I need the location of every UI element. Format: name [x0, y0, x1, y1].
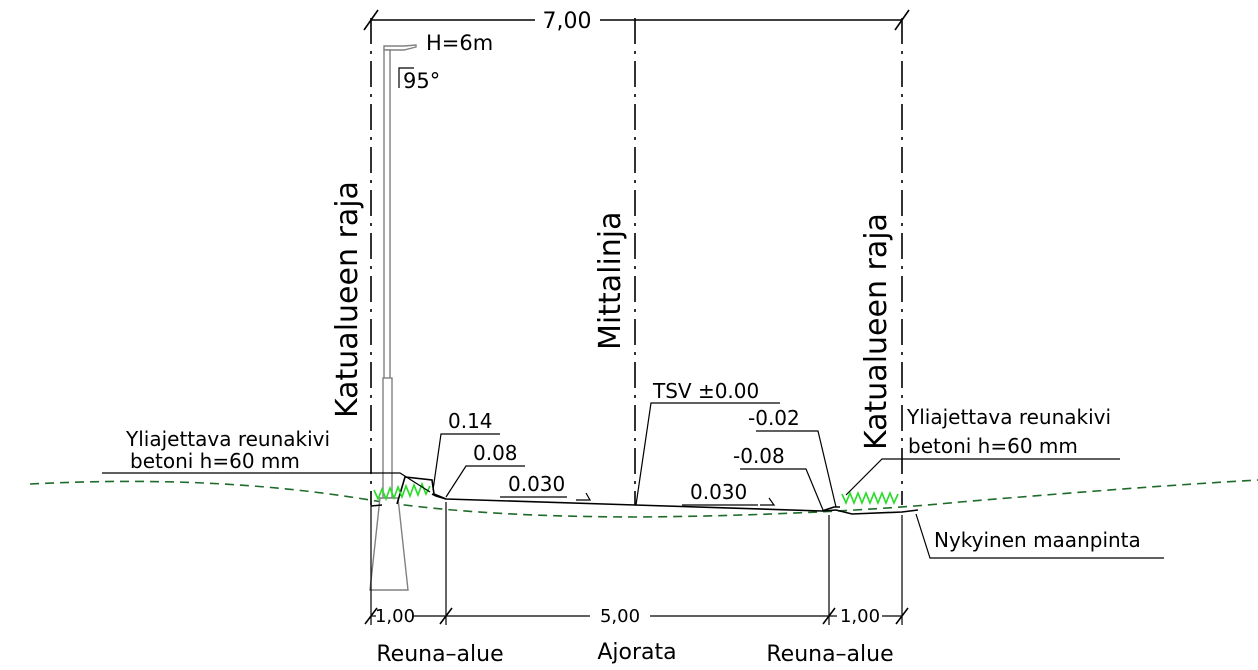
- left-verge-label: Reuna–alue: [376, 642, 503, 667]
- left-verge-width: 1,00: [375, 606, 415, 627]
- left-curb-top-leader: [432, 433, 500, 491]
- existing-ground-line: [29, 479, 1258, 518]
- road-surface-line: [370, 476, 919, 515]
- right-boundary-label: Katualueen raja: [859, 213, 894, 450]
- left-curb: [431, 493, 447, 500]
- left-slope-label: 0.030: [508, 472, 565, 496]
- right-curb-top-level: -0.02: [748, 406, 800, 430]
- right-curb-top-leader: [756, 430, 837, 508]
- right-verge-width: 1,00: [840, 606, 880, 627]
- left-curb-label-line1: Yliajettava reunakivi: [125, 427, 330, 451]
- left-curb-label-line2: betoni h=60 mm: [130, 449, 300, 473]
- pole-height-label: H=6m: [426, 31, 493, 55]
- left-slope-arrow: [576, 492, 592, 501]
- right-slope-arrow: [760, 497, 776, 506]
- right-curb-leader: [845, 458, 1120, 496]
- left-grass: [373, 481, 431, 502]
- right-slope-label: 0.030: [690, 480, 747, 504]
- right-curb-bottom-leader: [740, 468, 824, 511]
- right-grass: [841, 490, 899, 506]
- centre-line-label: Mittalinja: [593, 211, 628, 350]
- right-curb-label-line1: Yliajettava reunakivi: [906, 405, 1111, 429]
- total-width-dimension: 7,00: [363, 9, 910, 34]
- left-curb-top-level: 0.14: [448, 409, 493, 433]
- right-curb-bottom-level: -0.08: [733, 444, 785, 468]
- centre-level-leader: [635, 402, 780, 506]
- existing-ground-leader: [915, 513, 1164, 559]
- carriageway-label: Ajorata: [597, 640, 676, 665]
- lamp-post: [369, 44, 417, 591]
- carriageway-width: 5,00: [600, 606, 640, 627]
- centre-level-label: TSV ±0.00: [652, 379, 759, 403]
- right-curb: [821, 506, 840, 512]
- left-curb-leader: [102, 472, 431, 493]
- angle-symbol: [398, 67, 414, 88]
- total-width-label: 7,00: [543, 9, 592, 34]
- pole-angle-label: 95°: [403, 69, 440, 93]
- left-boundary-label: Katualueen raja: [330, 181, 365, 418]
- right-verge-label: Reuna–alue: [766, 642, 893, 667]
- bottom-dimension-chain: 1,00 5,00 1,00: [364, 502, 909, 627]
- existing-ground-label: Nykyinen maanpinta: [934, 528, 1141, 552]
- right-curb-label-line2: betoni h=60 mm: [908, 434, 1078, 458]
- left-curb-bottom-leader: [445, 465, 525, 498]
- left-curb-bottom-level: 0.08: [473, 441, 518, 465]
